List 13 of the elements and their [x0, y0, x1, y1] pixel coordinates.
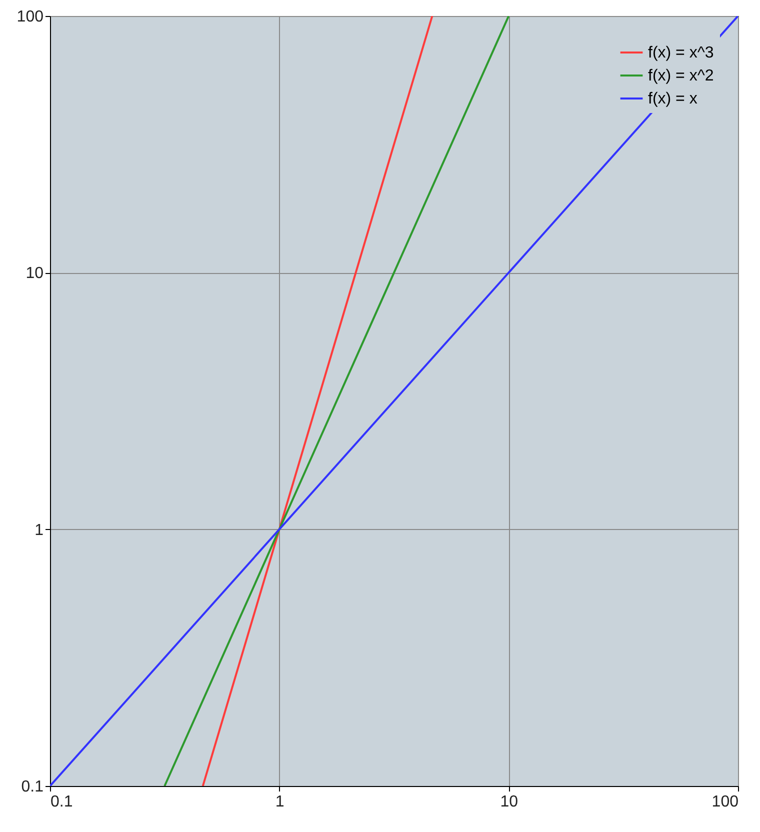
- x-tick-label: 10: [500, 794, 518, 810]
- line-series: [164, 16, 510, 786]
- y-tick-label: 1: [34, 522, 44, 539]
- y-tick-label: 100: [16, 8, 44, 26]
- legend-label: f(x) = x^3: [648, 44, 714, 62]
- x-tick-label: 0.1: [50, 794, 73, 810]
- y-tick-label: 10: [26, 265, 44, 282]
- line-series: [202, 16, 434, 786]
- legend-label: f(x) = x^2: [648, 68, 714, 84]
- x-tick-label: 100: [712, 794, 739, 810]
- legend-label: f(x) = x: [648, 90, 698, 108]
- y-tick-label: 0.1: [21, 778, 44, 796]
- x-tick-label: 1: [275, 794, 284, 810]
